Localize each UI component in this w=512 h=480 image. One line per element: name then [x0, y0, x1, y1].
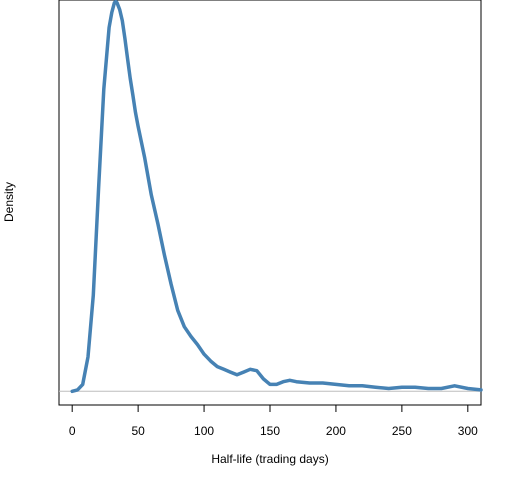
- x-tick-label-0: 0: [69, 424, 76, 438]
- x-tick-label-100: 100: [194, 424, 214, 438]
- density-curve: [70, 0, 483, 394]
- x-tick-label-50: 50: [131, 424, 145, 438]
- x-tick-label-300: 300: [458, 424, 478, 438]
- x-axis: 0 50 100 150 200 250 300: [69, 404, 478, 438]
- y-axis-label: Density: [2, 182, 16, 222]
- plot-frame: [58, 0, 482, 406]
- x-tick-label-200: 200: [326, 424, 346, 438]
- x-tick-label-150: 150: [260, 424, 280, 438]
- x-axis-label: Half-life (trading days): [211, 452, 328, 466]
- x-tick-label-250: 250: [392, 424, 412, 438]
